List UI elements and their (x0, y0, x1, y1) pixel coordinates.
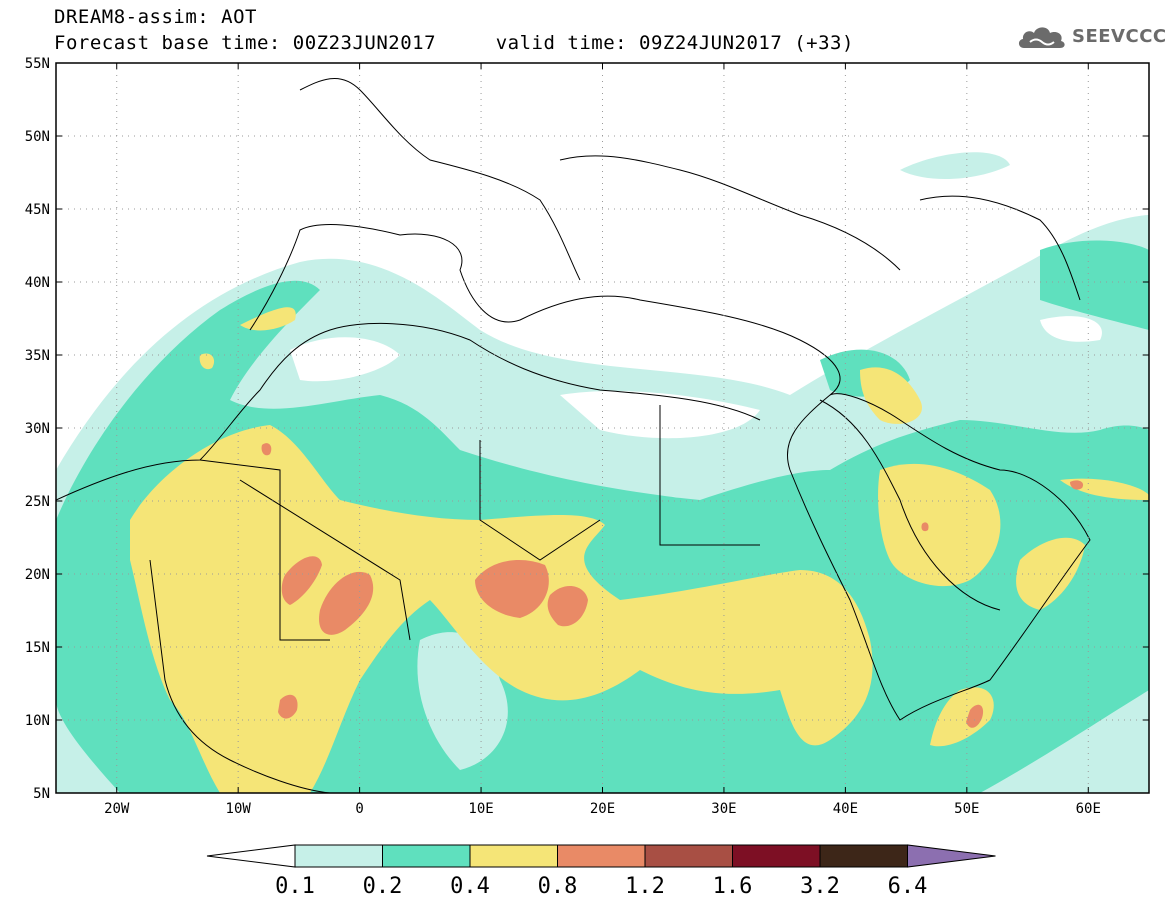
lat-label: 30N (25, 421, 50, 437)
lon-label: 10W (226, 801, 252, 817)
colorbar-labels: 0.1 0.2 0.4 0.8 1.2 1.6 3.2 6.4 (275, 874, 927, 899)
colorbar-under-arrow (206, 844, 296, 868)
lat-label: 25N (25, 494, 50, 510)
colorbar-level-label: 1.6 (713, 874, 753, 899)
colorbar-level-label: 6.4 (888, 874, 928, 899)
colorbar-swatch (644, 844, 733, 868)
colorbar-swatch (382, 844, 471, 868)
longitude-labels: 20W 10W 0 10E 20E 30E 40E 50E 60E (104, 801, 1101, 817)
colorbar-swatch (732, 844, 821, 868)
colorbar-level-label: 0.2 (363, 874, 403, 899)
colorbar-over-arrow (907, 844, 996, 868)
forecast-time: Forecast base time: 00Z23JUN2017 valid t… (54, 32, 854, 54)
lat-label: 35N (25, 348, 50, 364)
lon-label: 20E (590, 801, 615, 817)
colorbar-level-label: 3.2 (800, 874, 840, 899)
colorbar-swatch (557, 844, 646, 868)
cloud-icon (1018, 27, 1065, 48)
colorbar-swatch (469, 844, 558, 868)
lat-label: 55N (25, 56, 50, 72)
lat-label: 40N (25, 275, 50, 291)
lat-label: 20N (25, 567, 50, 583)
lon-label: 0 (355, 801, 363, 817)
lat-label: 15N (25, 640, 50, 656)
map-title: DREAM8-assim: AOT (54, 6, 257, 28)
colorbar-swatch (819, 844, 908, 868)
colorbar (206, 844, 996, 868)
latitude-labels: 55N 50N 45N 40N 35N 30N 25N 20N 15N 10N 5N (25, 56, 50, 802)
lat-label: 50N (25, 129, 50, 145)
colorbar-level-label: 0.8 (538, 874, 578, 899)
lon-label: 40E (833, 801, 858, 817)
colorbar-level-label: 0.1 (275, 874, 315, 899)
colorbar-level-label: 0.4 (450, 874, 490, 899)
colorbar-swatch (294, 844, 383, 868)
logo-text: SEEVCCC (1072, 25, 1165, 47)
axis-ticks (56, 62, 1149, 794)
lon-label: 30E (711, 801, 736, 817)
gridlines (56, 63, 1149, 793)
coastlines (56, 77, 1091, 793)
lat-label: 10N (25, 713, 50, 729)
aot-fields (56, 63, 1149, 793)
lon-label: 10E (468, 801, 493, 817)
lat-label: 5N (33, 786, 50, 802)
lon-label: 20W (104, 801, 130, 817)
seevccc-logo: SEEVCCC (1016, 22, 1165, 50)
colorbar-level-label: 1.2 (625, 874, 665, 899)
lon-label: 60E (1076, 801, 1101, 817)
lat-label: 45N (25, 202, 50, 218)
lon-label: 50E (954, 801, 979, 817)
